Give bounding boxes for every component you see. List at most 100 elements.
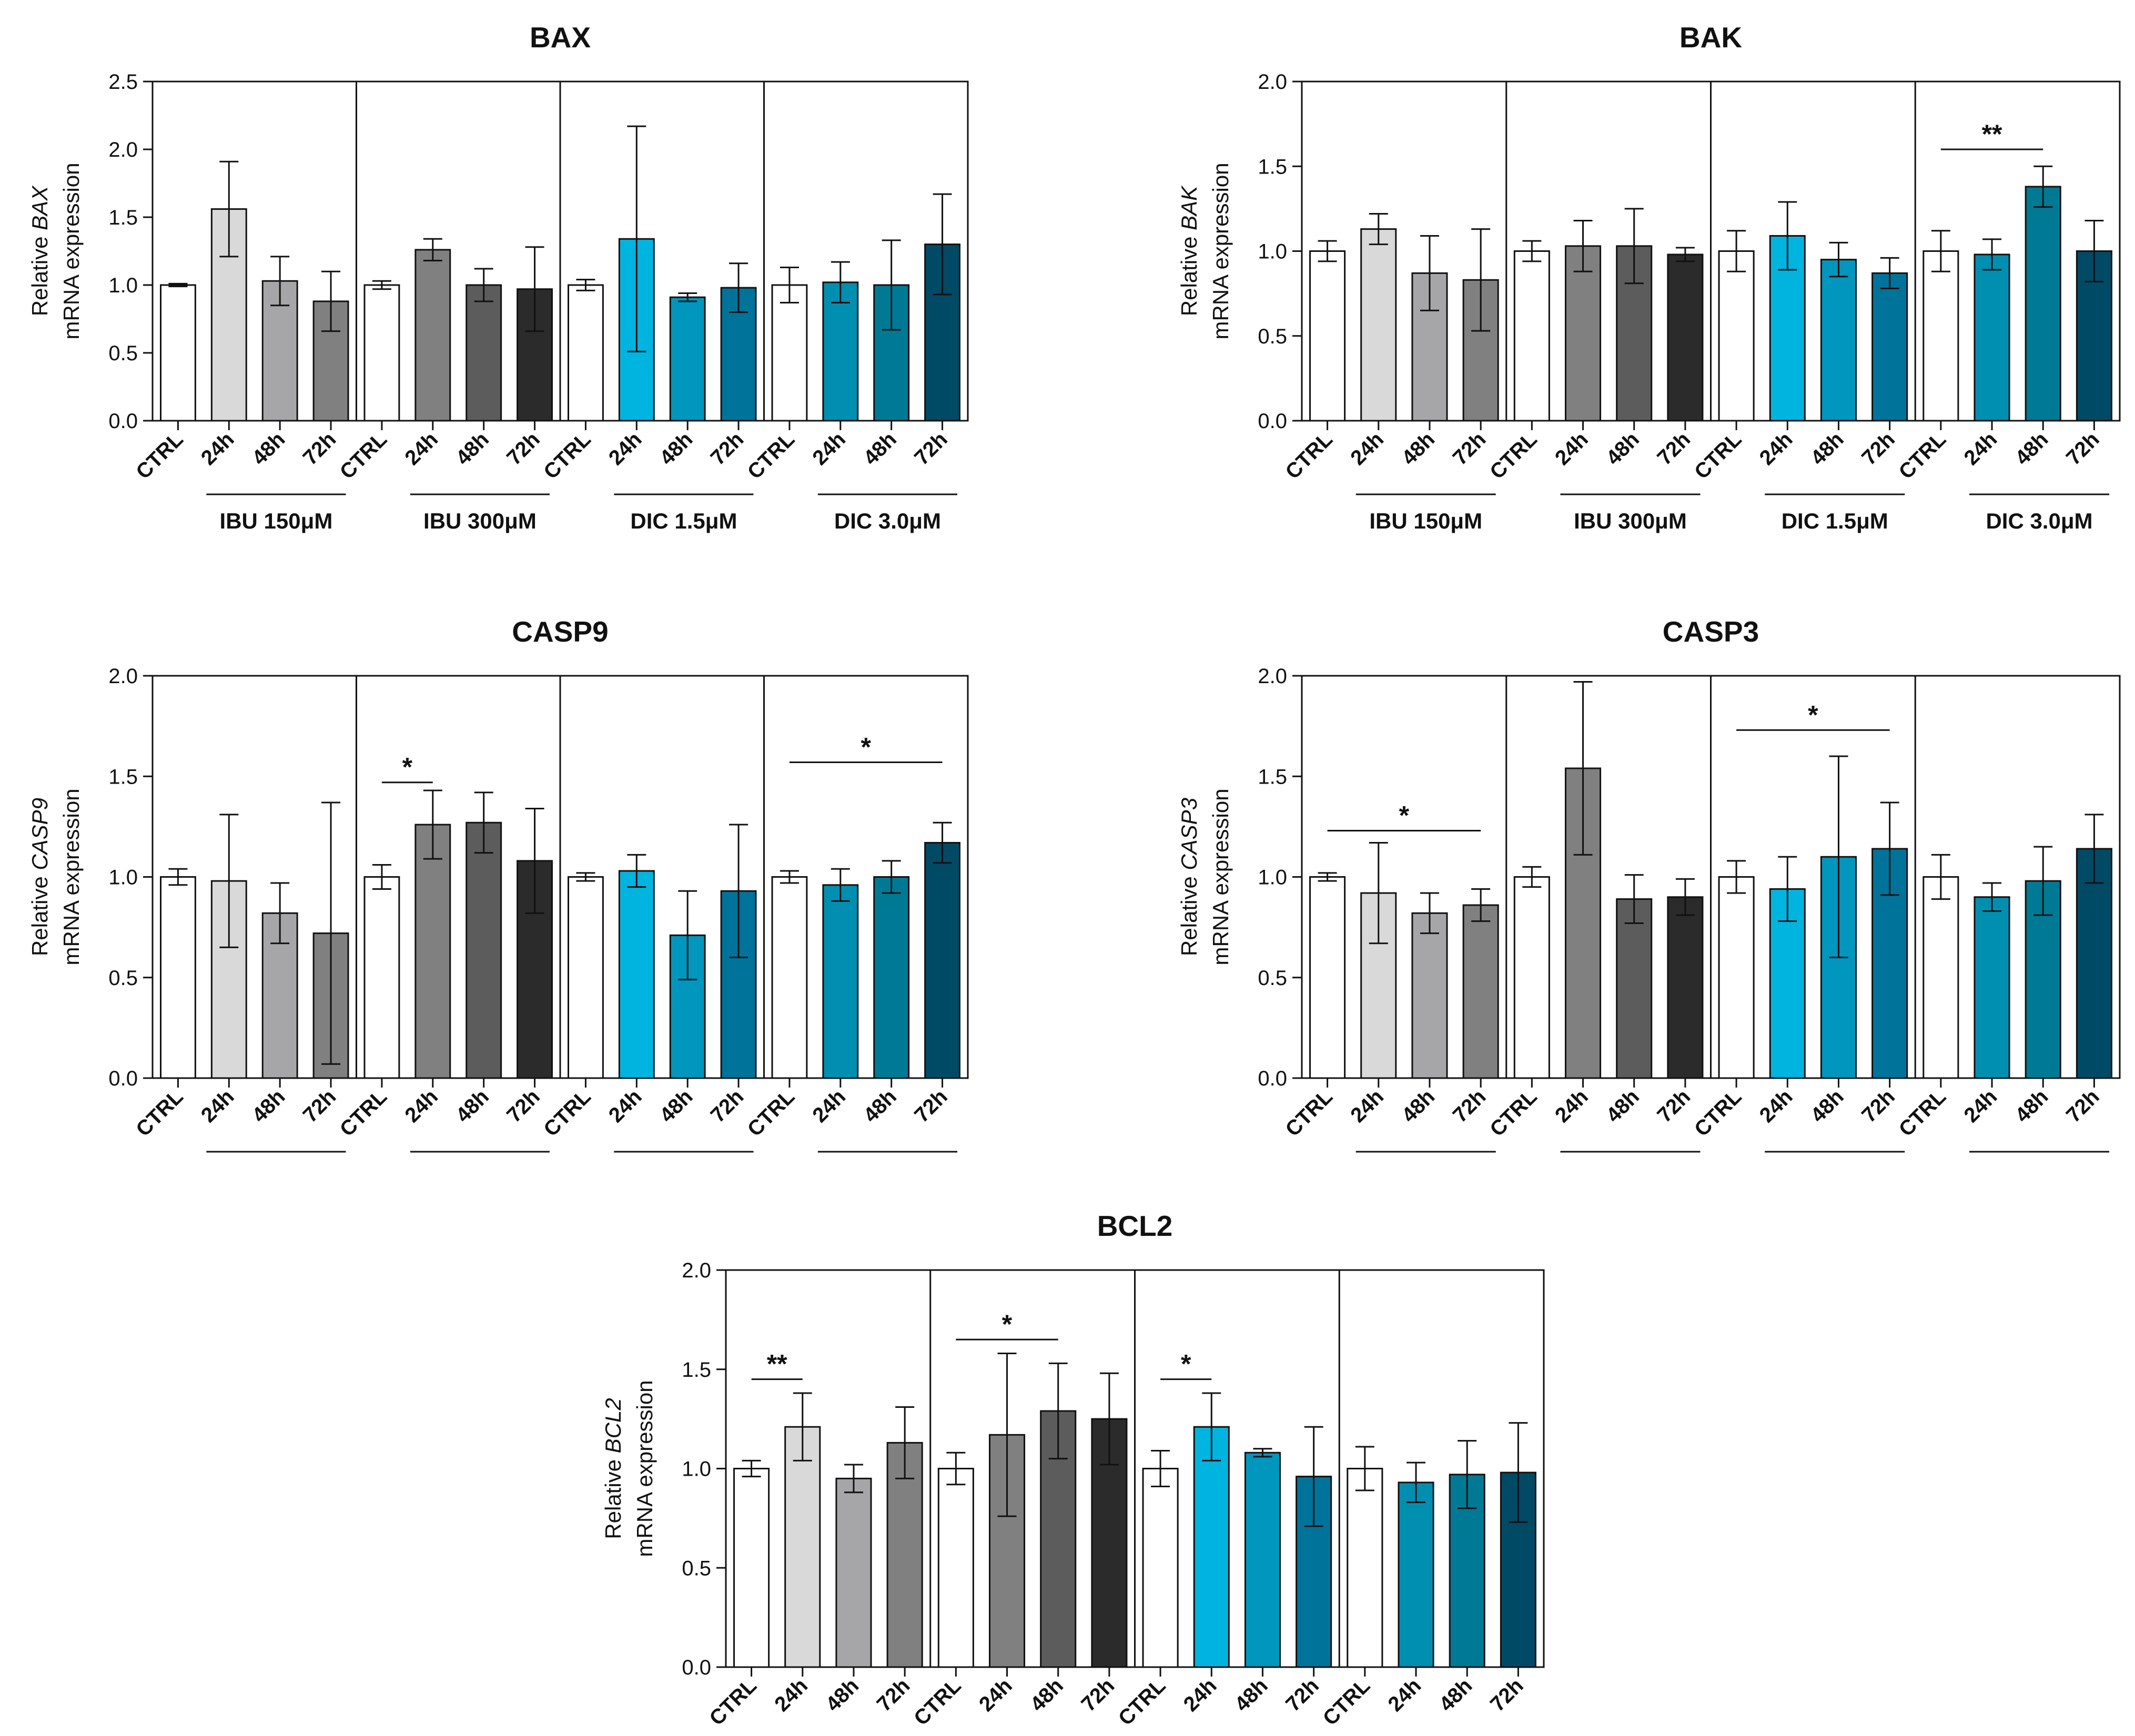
x-category-label: 72h [299, 428, 341, 470]
y-tick-label: 0.5 [682, 1557, 711, 1580]
bar-dic-3-0-m-ctrl [771, 876, 808, 1079]
bar-dic-3-0-m-24h [822, 884, 859, 1079]
significance-marker: * [1002, 1309, 1013, 1339]
x-category-label: 72h [1653, 1085, 1695, 1127]
x-category-label: 48h [1806, 1085, 1848, 1127]
group-label-dic-3-0-m: DIC 3.0μM [1986, 1166, 2092, 1170]
x-category-label: 48h [2011, 428, 2053, 470]
x-category-label: 72h [2062, 1085, 2104, 1127]
bax-y-axis-label: Relative BAX [27, 185, 52, 316]
y-label-gene: BAX [27, 185, 52, 230]
x-category-label: 72h [1077, 1674, 1119, 1716]
bar-dic-1-5-m-ctrl [1718, 876, 1755, 1079]
bar-dic-1-5-m-48h [1820, 259, 1857, 422]
x-category-label: 48h [1397, 1085, 1439, 1127]
x-category-label: 24h [770, 1674, 812, 1716]
x-category-label: 72h [706, 428, 748, 470]
bar-dic-1-5-m-24h [618, 870, 655, 1079]
y-tick-label: 0.5 [1258, 967, 1287, 990]
bar-dic-1-5-m-48h [669, 296, 706, 422]
group-label-dic-3-0-m: DIC 3.0μM [1986, 509, 2092, 533]
bar-ibu-300-m-24h [414, 824, 451, 1079]
group-label-ibu-300-m: IBU 300μM [1574, 509, 1687, 533]
x-category-label: CTRL [131, 428, 188, 484]
x-category-label: 72h [2062, 428, 2104, 470]
y-tick-label: 2.5 [108, 70, 138, 94]
x-category-label: 24h [1755, 1085, 1797, 1127]
casp9-y-axis-label: Relative CASP9 [27, 798, 52, 956]
x-category-label: 24h [604, 428, 646, 470]
y-tick-label: 2.0 [108, 138, 138, 161]
bcl2-chart-title: BCL2 [1097, 1210, 1173, 1242]
x-category-label: 24h [1384, 1674, 1426, 1716]
x-category-label: 48h [655, 428, 697, 470]
y-tick-label: 0.5 [1258, 325, 1287, 348]
x-category-label: 48h [1602, 1085, 1644, 1127]
group-label-dic-3-0-m: DIC 3.0μM [834, 509, 941, 533]
x-category-label: CTRL [131, 1085, 188, 1141]
group-label-ibu-150-m: IBU 150μM [220, 509, 333, 533]
bar-ibu-150-m-48h [1411, 912, 1448, 1079]
y-tick-label: 1.0 [108, 274, 138, 297]
x-category-label: CTRL [1281, 1085, 1337, 1141]
x-category-label: 72h [299, 1085, 341, 1127]
x-category-label: 24h [1346, 428, 1388, 470]
x-category-label: CTRL [1485, 1085, 1542, 1141]
x-category-label: 48h [248, 1085, 290, 1127]
x-category-label: 72h [1281, 1674, 1323, 1716]
bar-dic-1-5-m-ctrl [1718, 250, 1755, 422]
x-category-label: CTRL [336, 428, 392, 484]
significance-marker: * [402, 753, 413, 782]
group-label-ibu-150-m: IBU 150μM [1369, 509, 1482, 533]
y-tick-label: 1.5 [108, 765, 138, 788]
x-category-label: CTRL [705, 1674, 761, 1730]
bar-dic-3-0-m-24h [1974, 896, 2010, 1079]
y-tick-label: 0.0 [682, 1656, 711, 1679]
x-category-label: 48h [451, 1085, 493, 1127]
x-category-label: 24h [1755, 428, 1797, 470]
x-category-label: CTRL [1114, 1674, 1170, 1730]
x-category-label: CTRL [1895, 428, 1951, 484]
casp9-y-axis-label-line2: mRNA expression [59, 788, 84, 965]
bar-dic-1-5-m-24h [1193, 1426, 1230, 1668]
significance-marker: * [1181, 1349, 1191, 1379]
bar-ibu-300-m-24h [1564, 245, 1602, 422]
bar-ibu-150-m-72h [1462, 904, 1499, 1079]
group-label-ibu-300-m: IBU 300μM [423, 509, 537, 533]
x-category-label: 48h [1435, 1674, 1477, 1716]
x-category-label: 48h [1230, 1674, 1272, 1716]
x-category-label: 24h [197, 428, 239, 470]
y-label-gene: CASP3 [1177, 798, 1201, 870]
x-category-label: 24h [197, 1085, 239, 1127]
y-tick-label: 1.0 [1258, 240, 1287, 263]
significance-marker: * [1399, 801, 1410, 830]
group-label-ibu-150-m: IBU 150μM [220, 1166, 333, 1170]
y-tick-label: 2.0 [1258, 665, 1287, 688]
y-tick-label: 1.5 [682, 1358, 711, 1382]
bar-ibu-300-m-ctrl [363, 876, 400, 1079]
bar-dic-3-0-m-ctrl [1922, 876, 1959, 1079]
bar-dic-3-0-m-ctrl [771, 284, 808, 422]
group-label-ibu-300-m: IBU 300μM [1574, 1166, 1687, 1170]
bcl2-y-axis-label: Relative BCL2 [601, 1398, 625, 1539]
x-category-label: 72h [1857, 1085, 1899, 1127]
y-tick-label: 0.0 [1258, 410, 1287, 433]
bar-dic-3-0-m-72h [924, 841, 960, 1079]
bar-ibu-300-m-72h [1667, 253, 1704, 422]
casp9-chart-title: CASP9 [512, 615, 608, 648]
y-tick-label: 0.5 [108, 967, 138, 990]
y-tick-label: 1.0 [108, 866, 138, 889]
x-category-label: 24h [808, 1085, 850, 1127]
x-category-label: 24h [604, 1085, 646, 1127]
x-category-label: 48h [2011, 1085, 2053, 1127]
x-category-label: 48h [821, 1674, 863, 1716]
x-category-label: 24h [1551, 1085, 1593, 1127]
group-label-dic-1-5-m: DIC 1.5μM [630, 509, 737, 533]
bar-dic-3-0-m-ctrl [1347, 1468, 1383, 1668]
casp3-chart-title: CASP3 [1663, 615, 1759, 648]
group-label-dic-1-5-m: DIC 1.5μM [1782, 1166, 1888, 1170]
